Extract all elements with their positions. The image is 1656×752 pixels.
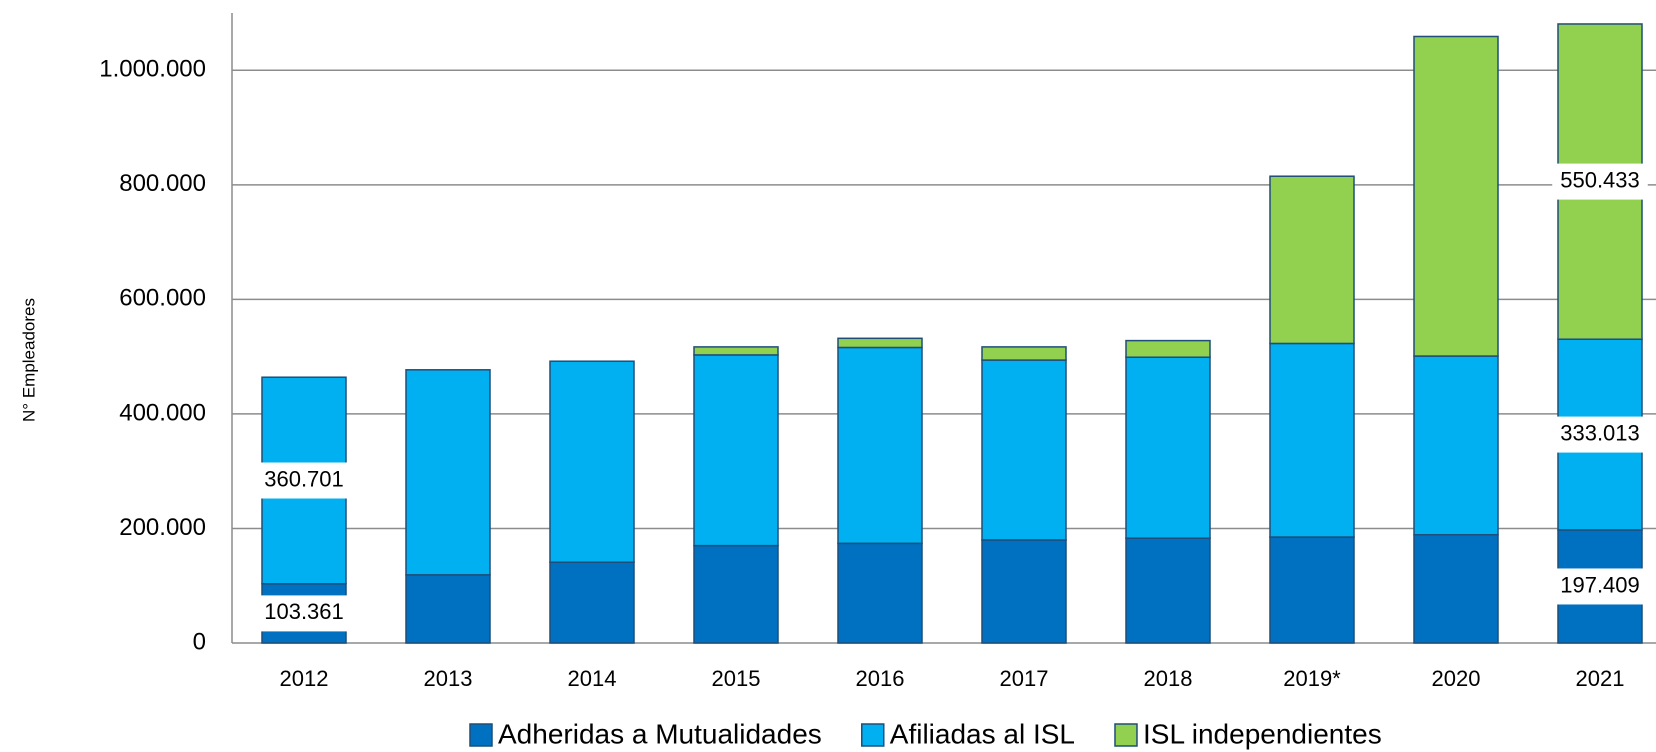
bar-segment (981, 346, 1067, 361)
y-tick-label: 400.000 (119, 399, 206, 426)
bar-segment (549, 360, 635, 563)
bar-segment (1413, 35, 1499, 357)
data-label-bg (256, 462, 352, 499)
y-tick-label: 1.000.000 (99, 56, 206, 83)
x-tick-label: 2020 (1432, 666, 1481, 691)
data-label-text: 197.409 (1560, 572, 1640, 597)
bar-segment (1413, 534, 1499, 644)
data-label-bg (1552, 163, 1648, 200)
y-tick-label: 200.000 (119, 514, 206, 541)
bar-segment (837, 542, 923, 644)
data-label: 103.361 (256, 595, 352, 632)
legend-label: ISL independientes (1143, 718, 1382, 749)
x-tick-label: 2019* (1283, 666, 1341, 691)
bar-segment (1269, 342, 1355, 538)
bar-segment (1125, 339, 1211, 358)
legend: Adheridas a Mutualidades Afiliadas al ISL… (469, 718, 1382, 749)
x-tick-label: 2017 (1000, 666, 1049, 691)
bar-segment (1125, 537, 1211, 644)
x-tick-label: 2018 (1144, 666, 1193, 691)
data-label: 333.013 (1552, 416, 1648, 453)
x-tick-label: 2021 (1576, 666, 1625, 691)
bar-segment (405, 369, 491, 576)
legend-swatch (1114, 723, 1138, 747)
bar-segment (693, 346, 779, 356)
bar-segment (1269, 175, 1355, 345)
bar-segment (981, 539, 1067, 644)
data-label-text: 103.361 (264, 599, 344, 624)
data-label: 360.701 (256, 462, 352, 499)
bar-segment (981, 359, 1067, 541)
legend-swatch (469, 723, 493, 747)
bar-segment (1269, 536, 1355, 644)
data-label-bg (256, 595, 352, 632)
x-tick-label: 2012 (280, 666, 329, 691)
bar-segment (693, 354, 779, 547)
data-label-bg (1552, 568, 1648, 605)
data-label-text: 333.013 (1560, 420, 1640, 445)
bar-segment (1125, 356, 1211, 539)
x-tick-label: 2014 (568, 666, 617, 691)
bar-segment (549, 561, 635, 644)
bar-segment (1413, 355, 1499, 536)
x-tick-label: 2013 (424, 666, 473, 691)
y-tick-label: 800.000 (119, 170, 206, 197)
bar-segment (837, 346, 923, 545)
y-tick-label: 0 (193, 628, 206, 655)
bar-segment (405, 574, 491, 644)
legend-swatch (861, 723, 885, 747)
y-axis-title: N° Empleadores (19, 298, 38, 422)
bar-segment (693, 544, 779, 644)
x-tick-label: 2016 (856, 666, 905, 691)
legend-label: Afiliadas al ISL (890, 718, 1075, 749)
x-tick-label: 2015 (712, 666, 761, 691)
data-label-text: 360.701 (264, 466, 344, 491)
data-label-text: 550.433 (1560, 167, 1640, 192)
bar-segment (837, 337, 923, 349)
data-label-bg (1552, 416, 1648, 453)
y-tick-label: 600.000 (119, 285, 206, 312)
data-label: 550.433 (1552, 163, 1648, 200)
legend-label: Adheridas a Mutualidades (498, 718, 822, 749)
data-label: 197.409 (1552, 568, 1648, 605)
